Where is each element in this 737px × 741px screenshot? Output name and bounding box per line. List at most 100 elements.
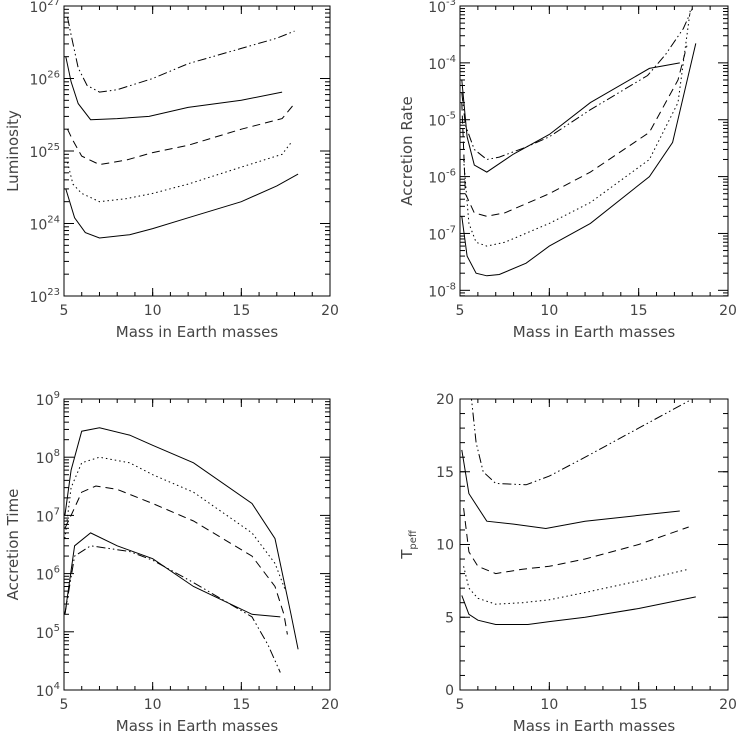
y-tick-base: 10 — [29, 145, 47, 161]
x-tick-label: 20 — [321, 303, 339, 319]
series-line-dotted — [463, 8, 691, 247]
y-tick-exponent: -6 — [446, 168, 456, 179]
x-tick-label: 5 — [456, 697, 465, 713]
x-axis-label: Mass in Earth masses — [513, 717, 676, 735]
x-tick-label: 15 — [630, 303, 648, 319]
y-tick-exponent: -8 — [446, 281, 456, 292]
plot-frame — [459, 5, 729, 297]
y-tick-base: 10 — [36, 509, 54, 525]
plot-frame — [459, 398, 729, 691]
y-tick-base: 10 — [36, 393, 54, 409]
series-line-dashdot — [67, 17, 295, 93]
y-tick-label: 1026 — [29, 70, 60, 89]
series-line-solid — [461, 595, 696, 625]
x-tick-label: 10 — [540, 697, 558, 713]
y-tick-exponent: 24 — [47, 215, 60, 226]
y-tick-exponent: -4 — [446, 54, 456, 65]
y-tick-exponent: 23 — [47, 287, 60, 298]
y-axis-label: Luminosity — [4, 110, 22, 192]
y-tick-exponent: 5 — [54, 623, 60, 634]
y-tick-base: 10 — [428, 57, 446, 73]
series-line-dotted — [463, 566, 689, 605]
y-tick-label: 105 — [36, 623, 60, 642]
y-tick-label: 108 — [36, 448, 60, 467]
x-tick-label: 10 — [144, 303, 162, 319]
y-tick-label: 10-4 — [428, 54, 456, 73]
series-line-dashed — [64, 485, 288, 635]
y-tick-label: 10-7 — [428, 224, 456, 243]
y-tick-label: 5 — [445, 610, 454, 626]
y-tick-label: 1024 — [29, 215, 60, 234]
y-axis-label: Accretion Rate — [398, 96, 416, 205]
y-tick-label: 10-8 — [428, 281, 456, 300]
y-axis-label: Tpeff — [398, 529, 419, 560]
x-tick-label: 15 — [232, 303, 250, 319]
y-tick-exponent: 4 — [54, 681, 60, 692]
y-tick-base: 10 — [29, 218, 47, 234]
x-tick-label: 20 — [321, 697, 339, 713]
x-axis-label: Mass in Earth masses — [116, 323, 279, 341]
series-line-solid — [65, 173, 299, 239]
y-tick-exponent: 25 — [47, 142, 60, 153]
y-tick-label: 10-6 — [428, 168, 456, 187]
series-line-solid — [461, 449, 680, 530]
y-tick-label: 104 — [36, 681, 60, 700]
y-tick-label: 1023 — [29, 287, 60, 306]
y-axis-label-base: T — [398, 549, 416, 560]
series-line-dashed — [463, 508, 689, 575]
y-tick-base: 10 — [428, 171, 446, 187]
y-tick-label: 10 — [436, 538, 454, 554]
series-line-dashdot — [64, 545, 281, 673]
x-tick-label: 15 — [630, 697, 648, 713]
series-line-dashdot — [461, 8, 693, 161]
plot-frame — [63, 398, 331, 691]
y-tick-base: 10 — [36, 451, 54, 467]
y-tick-label: 10-5 — [428, 111, 456, 130]
x-tick-label: 15 — [232, 697, 250, 713]
y-tick-label: 109 — [36, 390, 60, 409]
y-tick-exponent: 27 — [47, 0, 60, 8]
y-tick-exponent: -3 — [446, 0, 456, 8]
y-tick-label: 10-3 — [428, 0, 456, 16]
series-line-solid — [461, 62, 680, 173]
y-tick-base: 10 — [36, 684, 54, 700]
y-tick-label: 20 — [436, 392, 454, 408]
y-tick-exponent: -7 — [446, 224, 456, 235]
series-line-solid — [64, 532, 281, 618]
series-line-solid — [65, 56, 283, 121]
y-tick-base: 10 — [29, 290, 47, 306]
y-tick-exponent: -5 — [446, 111, 456, 122]
y-tick-base: 10 — [428, 227, 446, 243]
x-tick-label: 5 — [456, 303, 465, 319]
y-tick-exponent: 8 — [54, 448, 60, 459]
y-tick-base: 10 — [428, 284, 446, 300]
series-line-solid — [64, 427, 299, 650]
x-tick-label: 10 — [540, 303, 558, 319]
series-line-dashdot — [470, 399, 693, 486]
y-tick-base: 10 — [29, 73, 47, 89]
y-tick-label: 1027 — [29, 0, 60, 16]
y-tick-exponent: 6 — [54, 565, 60, 576]
y-tick-base: 10 — [36, 568, 54, 584]
series-line-dotted — [64, 456, 287, 592]
y-axis-label-subscript: peff — [408, 529, 419, 550]
x-tick-label: 10 — [144, 697, 162, 713]
y-tick-exponent: 9 — [54, 390, 60, 401]
y-tick-label: 1025 — [29, 142, 60, 161]
series-line-solid — [461, 43, 697, 277]
y-tick-label: 106 — [36, 565, 60, 584]
series-line-dashed — [461, 45, 688, 217]
x-axis-label: Mass in Earth masses — [116, 717, 279, 735]
y-tick-label: 107 — [36, 506, 60, 525]
y-tick-label: 0 — [445, 683, 454, 699]
y-tick-exponent: 26 — [47, 70, 60, 81]
x-axis-label: Mass in Earth masses — [513, 323, 676, 341]
plot-frame — [63, 5, 331, 297]
x-tick-label: 5 — [60, 303, 69, 319]
x-tick-label: 5 — [60, 697, 69, 713]
